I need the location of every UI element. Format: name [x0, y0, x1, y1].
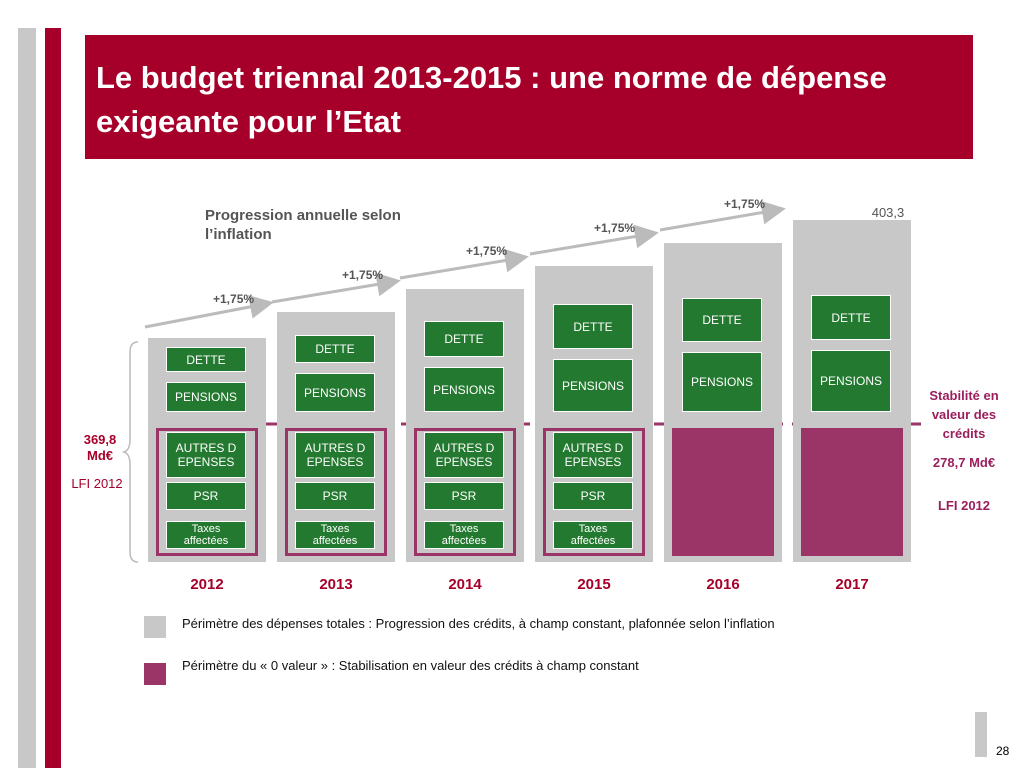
category-box: AUTRES DEPENSES [424, 432, 504, 478]
category-box: AUTRES DEPENSES [295, 432, 375, 478]
right-text: Stabilité en valeur des crédits [929, 388, 999, 441]
side-bar [45, 28, 61, 768]
year-label: 2016 [706, 576, 740, 593]
category-box: DETTE [424, 321, 504, 357]
title-box [85, 35, 973, 159]
category-box: PSR [553, 482, 633, 510]
legend-swatch [144, 616, 166, 638]
brace [121, 341, 139, 563]
growth-label: +1,75% [342, 268, 384, 282]
title: Le budget triennal 2013-2015 : une norme… [96, 60, 887, 139]
category-box: PENSIONS [424, 367, 504, 412]
right-amount: 278,7 Md€ [932, 455, 996, 470]
page-number: 28 [996, 744, 1010, 758]
category-box: Taxes affectées [295, 521, 375, 549]
growth-label: +1,75% [466, 244, 508, 258]
inflation-label: Progression annuelle selon l’inflation [205, 207, 401, 243]
year-label: 2013 [319, 576, 353, 593]
category-box: AUTRES DEPENSES [553, 432, 633, 478]
left-source: LFI 2012 [71, 476, 123, 491]
category-box: PENSIONS [166, 382, 246, 412]
year-label: 2012 [190, 576, 224, 593]
category-box: PENSIONS [682, 352, 762, 412]
zero-value-area [801, 428, 903, 556]
category-box: DETTE [295, 335, 375, 363]
category-box: Taxes affectées [553, 521, 633, 549]
left-amount: 369,8 Md€ [83, 432, 117, 463]
year-label: 2015 [577, 576, 611, 593]
legend-text: Périmètre du « 0 valeur » : Stabilisatio… [182, 658, 639, 673]
category-box: PSR [424, 482, 504, 510]
category-box: Taxes affectées [424, 521, 504, 549]
category-box: DETTE [553, 304, 633, 349]
corner-bar [975, 712, 987, 757]
category-box: DETTE [682, 298, 762, 342]
category-box: PSR [166, 482, 246, 510]
category-box: PENSIONS [553, 359, 633, 412]
legend-text: Périmètre des dépenses totales : Progres… [182, 616, 775, 631]
growth-label: +1,75% [724, 197, 766, 211]
category-box: DETTE [811, 295, 891, 340]
right-source: LFI 2012 [937, 498, 991, 513]
side-bar [18, 28, 36, 768]
category-box: PSR [295, 482, 375, 510]
category-box: AUTRES DEPENSES [166, 432, 246, 478]
category-box: PENSIONS [811, 350, 891, 412]
category-box: Taxes affectées [166, 521, 246, 549]
category-box: PENSIONS [295, 373, 375, 412]
category-box: DETTE [166, 347, 246, 372]
zero-value-area [672, 428, 774, 556]
year-label: 2017 [835, 576, 869, 593]
legend-swatch [144, 663, 166, 685]
year-label: 2014 [448, 576, 482, 593]
growth-label: +1,75% [213, 292, 255, 306]
growth-label: +1,75% [594, 221, 636, 235]
growth-arrows [144, 200, 786, 329]
